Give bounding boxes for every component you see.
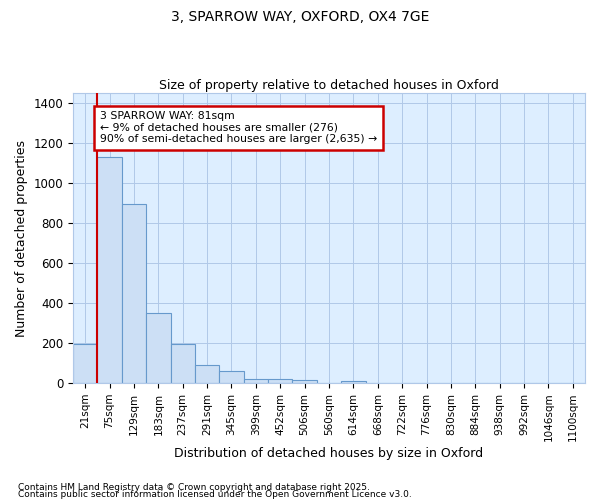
Text: Contains public sector information licensed under the Open Government Licence v3: Contains public sector information licen… bbox=[18, 490, 412, 499]
X-axis label: Distribution of detached houses by size in Oxford: Distribution of detached houses by size … bbox=[175, 447, 484, 460]
Bar bbox=[341, 381, 365, 383]
Bar bbox=[195, 365, 220, 383]
Bar bbox=[122, 204, 146, 383]
Y-axis label: Number of detached properties: Number of detached properties bbox=[15, 140, 28, 336]
Text: 3 SPARROW WAY: 81sqm
← 9% of detached houses are smaller (276)
90% of semi-detac: 3 SPARROW WAY: 81sqm ← 9% of detached ho… bbox=[100, 111, 377, 144]
Bar bbox=[97, 157, 122, 383]
Text: 3, SPARROW WAY, OXFORD, OX4 7GE: 3, SPARROW WAY, OXFORD, OX4 7GE bbox=[171, 10, 429, 24]
Bar bbox=[292, 380, 317, 383]
Bar bbox=[220, 372, 244, 383]
Bar bbox=[268, 380, 292, 383]
Text: Contains HM Land Registry data © Crown copyright and database right 2025.: Contains HM Land Registry data © Crown c… bbox=[18, 484, 370, 492]
Bar bbox=[244, 378, 268, 383]
Bar bbox=[146, 313, 170, 383]
Bar bbox=[73, 344, 97, 383]
Title: Size of property relative to detached houses in Oxford: Size of property relative to detached ho… bbox=[159, 79, 499, 92]
Bar bbox=[170, 344, 195, 383]
